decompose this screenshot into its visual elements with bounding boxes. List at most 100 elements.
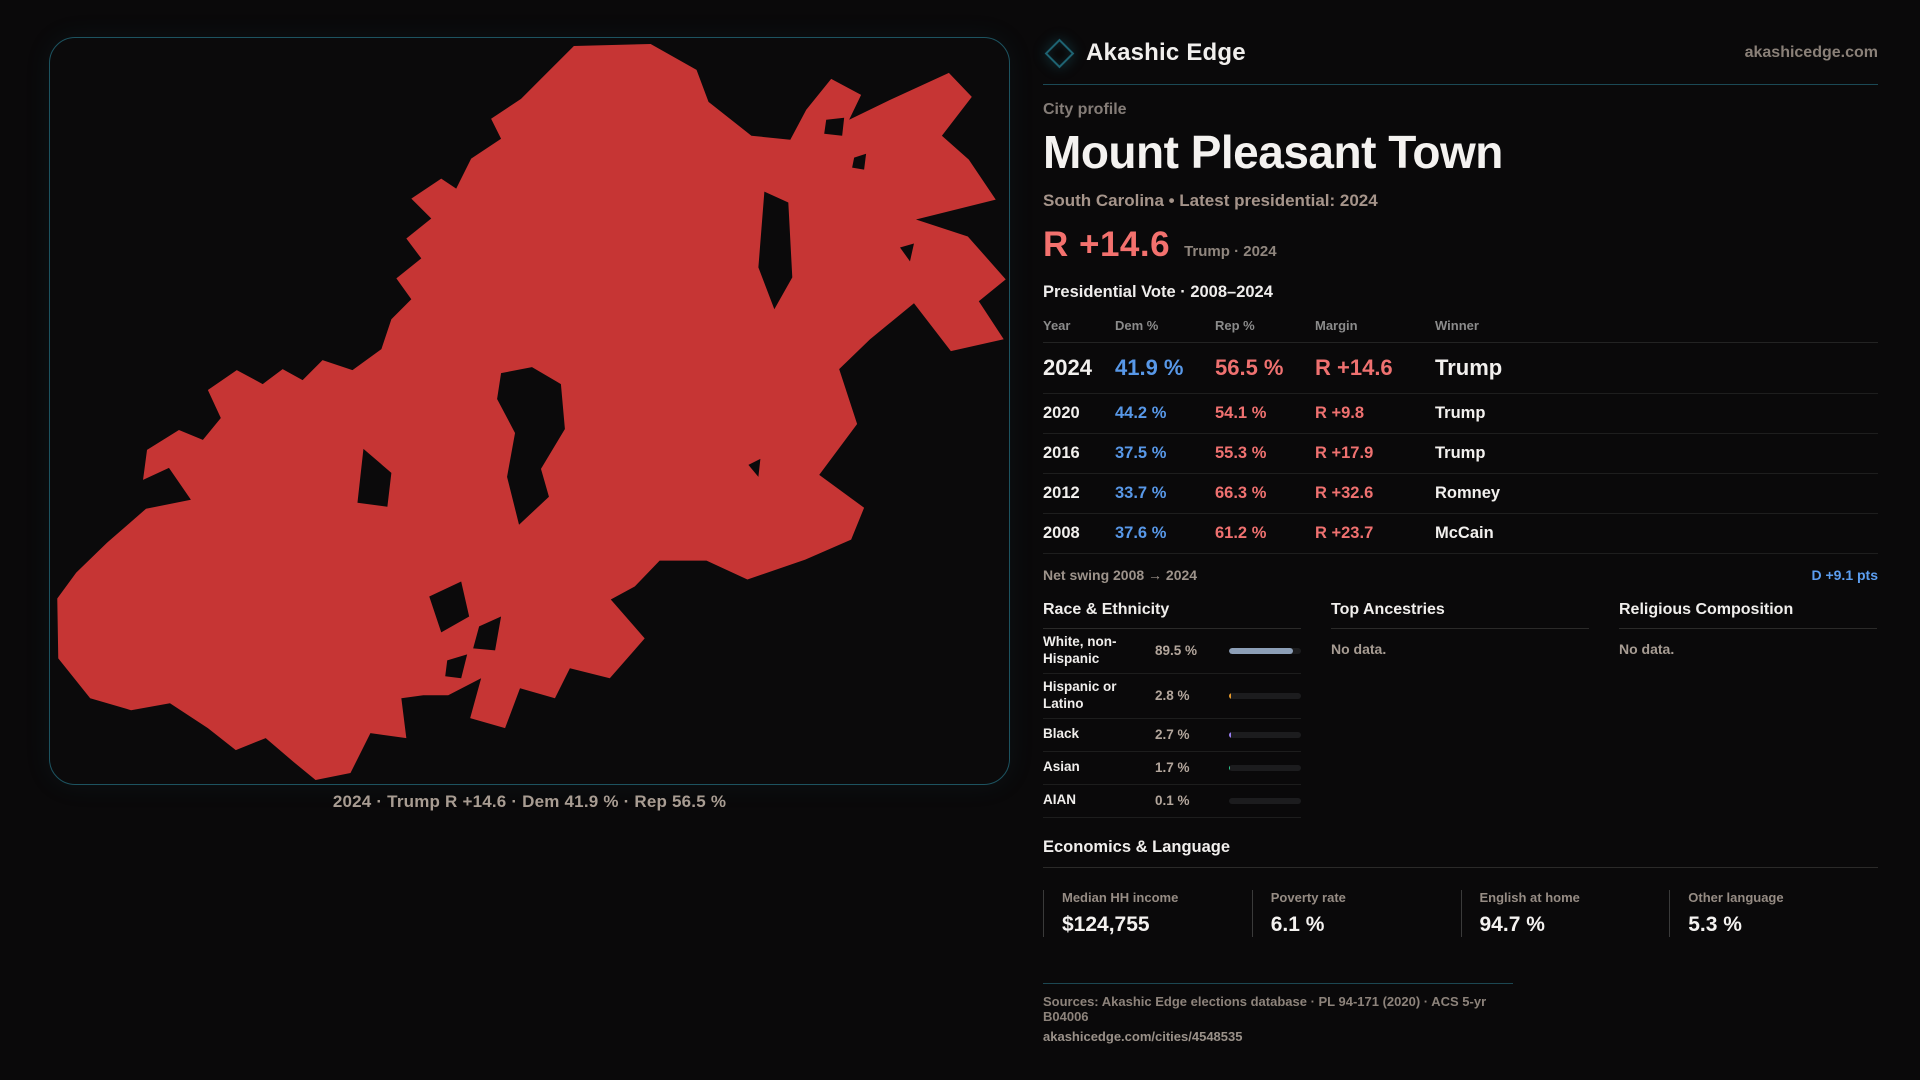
race-bar [1229, 647, 1301, 654]
table-row: 2008 37.6 % 61.2 % R +23.7 McCain [1043, 513, 1878, 554]
stat-card-other-language: Other language 5.3 % [1669, 889, 1878, 937]
race-ethnicity-section: Race & Ethnicity White, non-Hispanic 89.… [1043, 601, 1301, 818]
cell-margin: R +17.9 [1315, 433, 1435, 474]
page-kicker: City profile [1043, 101, 1127, 118]
cell-margin: R +14.6 [1315, 342, 1435, 394]
race-label: Black [1043, 726, 1080, 742]
cell-dem: 37.5 % [1115, 433, 1215, 474]
stat-label: English at home [1479, 889, 1580, 905]
race-label: White, non-Hispanic [1043, 634, 1117, 666]
stat-card-poverty-rate: Poverty rate 6.1 % [1251, 889, 1461, 937]
cell-dem: 44.2 % [1115, 393, 1215, 434]
race-label: Asian [1043, 759, 1080, 775]
header-divider [1043, 84, 1878, 85]
table-row: 2016 37.5 % 55.3 % R +17.9 Trump [1043, 433, 1878, 474]
cell-dem: 33.7 % [1115, 473, 1215, 514]
stat-value: 6.1 % [1270, 912, 1325, 936]
race-label: Hispanic or Latino [1043, 678, 1117, 711]
app-header: Akashic Edge akashicedge.com [1043, 30, 1878, 76]
latest-margin: R +14.6 Trump · 2024 [1043, 225, 1878, 265]
stat-value: 5.3 % [1688, 912, 1742, 936]
presidential-vote-table: Year Dem % Rep % Margin Winner 2024 41.9… [1043, 312, 1878, 554]
race-ethnicity-title: Race & Ethnicity [1043, 601, 1301, 629]
race-bar [1229, 797, 1301, 804]
cell-rep: 54.1 % [1215, 393, 1315, 434]
vote-table-header-row: Year Dem % Rep % Margin Winner [1043, 312, 1878, 343]
race-value: 2.7 % [1155, 727, 1190, 742]
cell-winner: Trump [1435, 342, 1878, 394]
cell-rep: 55.3 % [1215, 433, 1315, 474]
stat-label: Poverty rate [1270, 889, 1346, 905]
cell-margin: R +9.8 [1315, 393, 1435, 434]
race-bar [1229, 731, 1301, 738]
cell-winner: McCain [1435, 513, 1878, 554]
city-map-panel [49, 37, 1010, 785]
ancestries-empty-state: No data. [1331, 641, 1387, 657]
economics-stats: Median HH income $124,755 Poverty rate 6… [1043, 889, 1878, 937]
religious-composition-title: Religious Composition [1619, 601, 1877, 629]
stat-label: Other language [1688, 889, 1784, 905]
cell-winner: Romney [1435, 473, 1878, 514]
vote-table-title: Presidential Vote · 2008–2024 [1043, 283, 1273, 301]
cell-margin: R +23.7 [1315, 513, 1435, 554]
map-caption: 2024 · Trump R +14.6 · Dem 41.9 % · Rep … [332, 792, 727, 811]
top-ancestries-section: Top Ancestries No data. [1331, 601, 1589, 818]
cell-year: 2012 [1043, 473, 1115, 514]
race-row: Hispanic or Latino 2.8 % [1043, 674, 1301, 719]
race-value: 1.7 % [1155, 760, 1190, 775]
cell-year: 2008 [1043, 513, 1115, 554]
brand-name: Akashic Edge [1086, 39, 1246, 66]
cell-rep: 61.2 % [1215, 513, 1315, 554]
net-swing-row: Net swing 2008 → 2024 D +9.1 pts [1043, 554, 1878, 583]
table-row: 2024 41.9 % 56.5 % R +14.6 Trump [1043, 342, 1878, 394]
cell-winner: Trump [1435, 393, 1878, 434]
col-header-margin: Margin [1315, 312, 1435, 343]
col-header-rep: Rep % [1215, 312, 1315, 343]
race-bar [1229, 692, 1301, 699]
race-bar [1229, 764, 1301, 771]
table-row: 2012 33.7 % 66.3 % R +32.6 Romney [1043, 473, 1878, 514]
cell-rep: 56.5 % [1215, 342, 1315, 394]
race-row: Asian 1.7 % [1043, 752, 1301, 785]
col-header-year: Year [1043, 312, 1115, 343]
latest-margin-value: R +14.6 [1043, 225, 1171, 264]
religion-empty-state: No data. [1619, 641, 1675, 657]
cell-year: 2016 [1043, 433, 1115, 474]
table-row: 2020 44.2 % 54.1 % R +9.8 Trump [1043, 393, 1878, 434]
cell-year: 2020 [1043, 393, 1115, 434]
cell-winner: Trump [1435, 433, 1878, 474]
page-subtitle: South Carolina • Latest presidential: 20… [1043, 191, 1378, 210]
city-profile-panel: Akashic Edge akashicedge.com City profil… [1043, 30, 1878, 1044]
economics-title: Economics & Language [1043, 838, 1878, 868]
cell-dem: 37.6 % [1115, 513, 1215, 554]
cell-year: 2024 [1043, 342, 1115, 394]
col-header-winner: Winner [1435, 312, 1878, 343]
demographics-grid: Race & Ethnicity White, non-Hispanic 89.… [1043, 601, 1878, 818]
sources-footer: Sources: Akashic Edge elections database… [1043, 982, 1513, 1044]
race-row: Black 2.7 % [1043, 719, 1301, 752]
brand-diamond-icon [1044, 38, 1075, 68]
stat-value: 94.7 % [1479, 912, 1545, 936]
cell-dem: 41.9 % [1115, 342, 1215, 394]
race-row: AIAN 0.1 % [1043, 785, 1301, 818]
race-value: 0.1 % [1155, 793, 1190, 808]
city-boundary-map [57, 43, 1006, 781]
religious-composition-section: Religious Composition No data. [1619, 601, 1877, 818]
top-ancestries-title: Top Ancestries [1331, 601, 1589, 629]
permalink[interactable]: akashicedge.com/cities/4548535 [1043, 1028, 1243, 1044]
stat-value: $124,755 [1062, 912, 1150, 936]
net-swing-value: D +9.1 pts [1811, 567, 1878, 583]
cell-margin: R +32.6 [1315, 473, 1435, 514]
brand-site-link[interactable]: akashicedge.com [1744, 44, 1878, 61]
sources-text: Sources: Akashic Edge elections database… [1043, 993, 1487, 1024]
race-value: 89.5 % [1155, 643, 1198, 659]
stat-card-english-at-home: English at home 94.7 % [1460, 889, 1670, 937]
stat-label: Median HH income [1062, 889, 1179, 905]
net-swing-label: Net swing 2008 → 2024 [1043, 567, 1198, 583]
stat-card-median-income: Median HH income $124,755 [1043, 889, 1252, 937]
cell-rep: 66.3 % [1215, 473, 1315, 514]
race-row: White, non-Hispanic 89.5 % [1043, 629, 1301, 674]
race-label: AIAN [1043, 792, 1076, 808]
page-title: Mount Pleasant Town [1043, 126, 1503, 178]
col-header-dem: Dem % [1115, 312, 1215, 343]
